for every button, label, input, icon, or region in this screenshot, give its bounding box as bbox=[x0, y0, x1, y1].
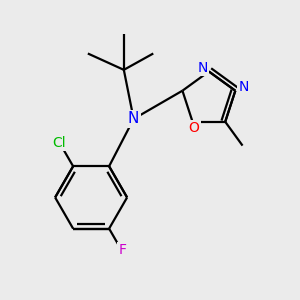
Text: N: N bbox=[238, 80, 249, 94]
Text: F: F bbox=[118, 243, 126, 257]
Text: N: N bbox=[128, 111, 139, 126]
Text: Cl: Cl bbox=[52, 136, 66, 150]
Text: O: O bbox=[189, 121, 200, 135]
Text: N: N bbox=[197, 61, 208, 75]
